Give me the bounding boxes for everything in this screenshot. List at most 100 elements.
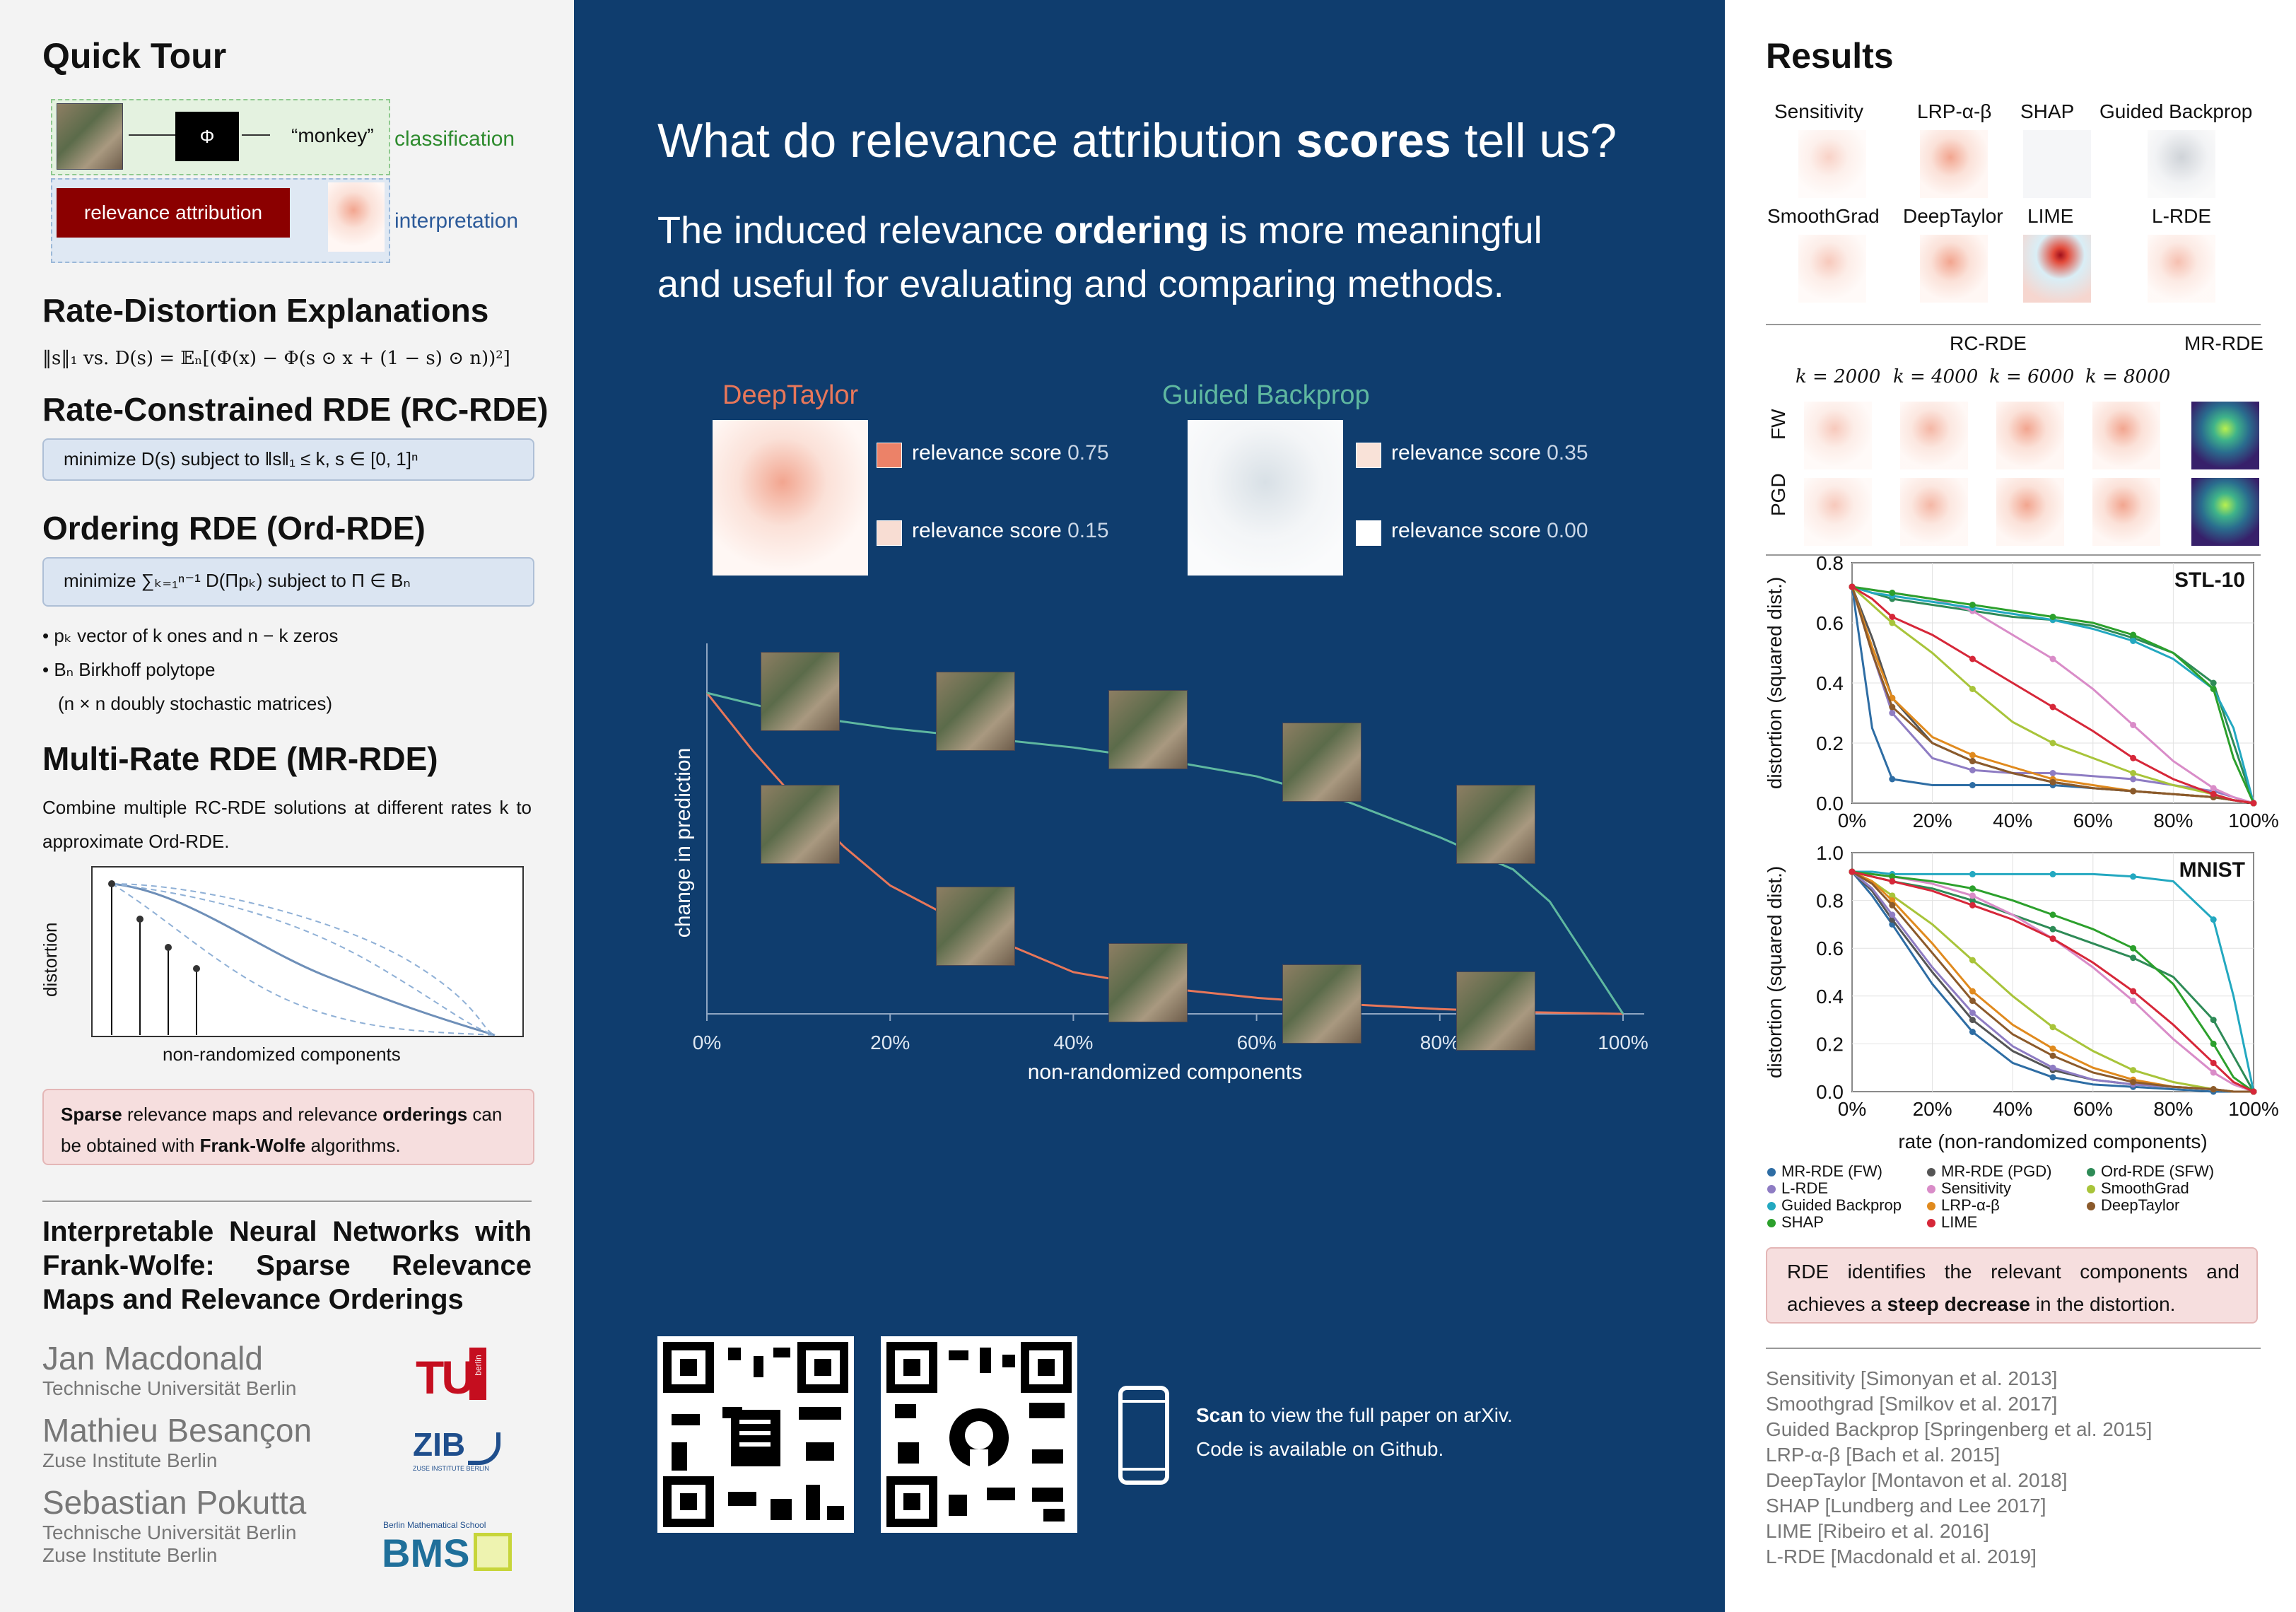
data-point (2210, 679, 2217, 687)
rcrde-formula: minimize D(s) subject to ‖s‖₁ ≤ k, s ∈ [… (64, 448, 418, 469)
sketch-point (108, 880, 115, 887)
legend-item: DeepTaylor (2087, 1196, 2179, 1215)
divider (1766, 554, 2261, 556)
data-point (2130, 631, 2137, 638)
quick-tour-diagram: Φ “monkey” relevance attribution (51, 99, 390, 263)
legend-label: SmoothGrad (2101, 1179, 2189, 1197)
data-point (2130, 988, 2137, 995)
reference: Smoothgrad [Smilkov et al. 2017] (1766, 1393, 2058, 1415)
ordrde-title: Ordering RDE (Ord-RDE) (42, 510, 426, 547)
x-tick-label: 0% (693, 1032, 721, 1053)
data-point (1889, 710, 1896, 716)
y-tick-label: 0.6 (1816, 938, 1844, 959)
arrow (242, 134, 270, 136)
interpretation-label: interpretation (394, 209, 519, 233)
rcrde-pgd-map (1900, 478, 1968, 546)
x-tick-label: 60% (1237, 1032, 1277, 1053)
divider (42, 1201, 532, 1202)
zib-logo: ZIB ZUSE INSTITUTE BERLIN (413, 1425, 500, 1475)
legend-marker (2087, 1202, 2095, 1211)
perturbed-image-thumbnail (1282, 964, 1361, 1044)
x-tick-label: 20% (1913, 1098, 1952, 1120)
smoothgrad-map (1798, 235, 1866, 303)
legend-marker (1927, 1219, 1935, 1228)
data-point (2130, 770, 2137, 776)
y-tick-label: 0.2 (1816, 1033, 1844, 1055)
github-qr-code[interactable] (881, 1336, 1077, 1533)
shap-map (2023, 130, 2091, 198)
k-label: k = 2000 (1796, 366, 1881, 387)
chart-legend: MR-RDE (FW) MR-RDE (PGD) Ord-RDE (SFW) L-RD… (1767, 1162, 2262, 1233)
data-point (2130, 754, 2137, 761)
tu-berlin-logo: TU berlin (416, 1346, 489, 1403)
perturbed-image-thumbnail (761, 652, 840, 731)
y-tick-label: 0.8 (1816, 556, 1844, 574)
score-patch-mid (1356, 443, 1381, 468)
y-tick-label: 0.8 (1816, 890, 1844, 912)
data-point (1889, 614, 1896, 620)
data-point (2210, 916, 2217, 923)
x-tick-label: 20% (870, 1032, 910, 1053)
perturbed-image-thumbnail (936, 887, 1015, 966)
results-note: RDE identifies the relevant components a… (1766, 1247, 2258, 1324)
method-label: LIME (2027, 205, 2074, 227)
k-label: k = 6000 (1989, 366, 2075, 387)
middle-column: What do relevance attribution scores tel… (574, 0, 1725, 1612)
data-point (2049, 1064, 2056, 1071)
legend-item: LRP-α-β (1927, 1196, 2000, 1215)
right-column: Results Sensitivity LRP-α-β SHAP Guided … (1725, 0, 2296, 1612)
data-point (1889, 776, 1896, 783)
rcrde-fw-map (1996, 402, 2064, 469)
results-note-text: RDE identifies the relevant components a… (1787, 1261, 2239, 1315)
data-point (1969, 766, 1976, 773)
data-point (2130, 1078, 2137, 1085)
legend-label: Sensitivity (1941, 1179, 2012, 1197)
legend-label: Ord-RDE (SFW) (2101, 1162, 2215, 1180)
data-point (2130, 954, 2137, 962)
chart-title: STL-10 (2174, 568, 2245, 592)
rcrde-fw-map (2092, 402, 2160, 469)
data-point (1889, 873, 1896, 880)
data-point (2049, 1045, 2056, 1052)
divider (1766, 324, 2261, 325)
lrde-map (2148, 235, 2215, 303)
y-tick-label: 0.0 (1816, 1081, 1844, 1103)
lrp-map (1920, 130, 1988, 198)
data-point (2049, 1052, 2056, 1059)
y-axis-label: distortion (squared dist.) (1764, 866, 1786, 1078)
row-label-fw: FW (1767, 409, 1789, 440)
bullet-bn-note: (n × n doubly stochastic matrices) (58, 693, 332, 714)
sketch-curve (111, 883, 496, 1036)
plot-frame (1851, 852, 2254, 1092)
data-point (1969, 686, 1976, 692)
sketch-curve (111, 882, 496, 1036)
score-label: relevance score 0.15 (912, 519, 1109, 542)
score-label: relevance score 0.00 (1391, 519, 1588, 542)
legend-label: DeepTaylor (2101, 1196, 2180, 1214)
perturbed-image-thumbnail (1456, 971, 1535, 1051)
reference: L-RDE [Macdonald et al. 2019] (1766, 1546, 2037, 1567)
data-point (2130, 776, 2137, 783)
reference: SHAP [Lundberg and Lee 2017] (1766, 1495, 2046, 1517)
legend-item: LIME (1927, 1213, 1977, 1232)
mnist-distortion-chart: 0.0 0.2 0.4 0.6 0.8 1.0 0% 20% 40% 60% 80% 100% MNIS… (1764, 846, 2279, 1152)
deeptaylor-map (713, 420, 868, 576)
data-point (1969, 782, 1976, 788)
data-point (1969, 758, 1976, 764)
series-line-guided-backprop (706, 691, 1624, 1015)
perturbed-image-thumbnail (761, 785, 840, 864)
perturbed-image-thumbnail (1108, 690, 1188, 769)
perturbed-image-thumbnail (1456, 785, 1535, 864)
data-point (1969, 1009, 1976, 1016)
bms-logo: Berlin Mathematical School BMS (382, 1520, 523, 1577)
data-point (1889, 590, 1896, 596)
frank-wolfe-note: Sparse relevance maps and relevance orde… (42, 1089, 534, 1165)
arxiv-qr-code[interactable] (657, 1336, 854, 1533)
y-tick-label: 0.4 (1816, 986, 1844, 1008)
legend-item: L-RDE (1767, 1179, 1828, 1198)
author-name: Mathieu Besançon (42, 1412, 312, 1449)
sketch-curve (111, 883, 496, 1036)
legend-item: SHAP (1767, 1213, 1824, 1232)
reference: Guided Backprop [Springenberg et al. 201… (1766, 1418, 2152, 1440)
data-point (2250, 1088, 2257, 1095)
